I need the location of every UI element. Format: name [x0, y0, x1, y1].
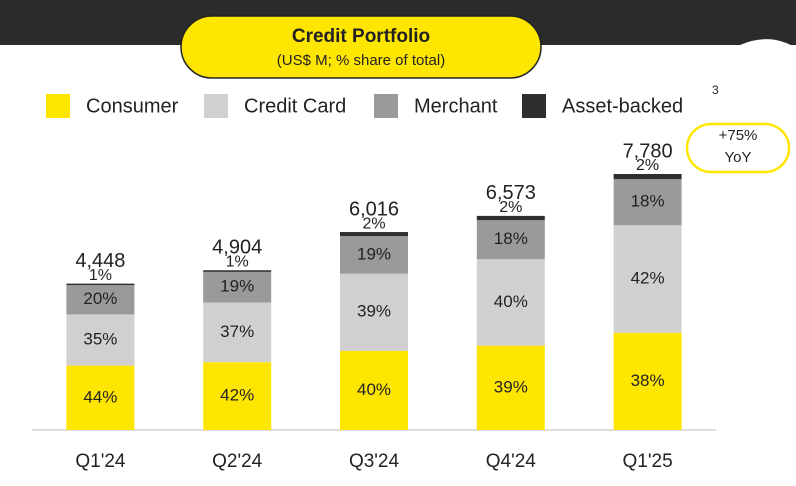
- bar-segment: [476, 220, 545, 260]
- title-pill: [180, 15, 542, 79]
- bar-segment: [613, 332, 682, 430]
- legend-label: Merchant: [414, 95, 498, 117]
- chart-title: Credit Portfolio: [292, 26, 430, 47]
- annotation: +75%: [719, 127, 758, 144]
- bar-segment: [340, 350, 408, 430]
- bar-segment: [203, 362, 272, 430]
- x-tick-label: Q1'25: [623, 451, 673, 472]
- bar-segment: [203, 302, 272, 363]
- data-label: 2%: [362, 215, 385, 232]
- x-tick-label: Q2'24: [212, 451, 263, 472]
- data-label: 39%: [494, 377, 528, 396]
- annotation-bubble: [685, 122, 791, 174]
- x-tick-label: Q1'24: [75, 451, 126, 472]
- bar-segment: [613, 179, 682, 226]
- legend-note: 3: [712, 83, 719, 97]
- bar-segment: [340, 273, 408, 351]
- data-label: 42%: [631, 268, 665, 287]
- bar-segment: [613, 174, 682, 180]
- bar-segment: [340, 232, 408, 237]
- data-label: 44%: [83, 387, 117, 406]
- data-label: 38%: [631, 371, 665, 390]
- data-label: 19%: [357, 244, 391, 263]
- legend-label: Credit Card: [244, 95, 346, 117]
- data-label: 1%: [89, 267, 112, 284]
- data-label: 39%: [357, 302, 391, 321]
- legend-swatch: [374, 94, 398, 118]
- data-label: 2%: [636, 157, 659, 174]
- bar-segment: [613, 225, 682, 333]
- bar-segment: [66, 365, 135, 430]
- data-label: 35%: [83, 329, 117, 348]
- total-label: 6,016: [349, 198, 399, 220]
- x-tick-label: Q3'24: [349, 451, 400, 472]
- data-label: 18%: [494, 229, 528, 248]
- data-label: 42%: [220, 386, 254, 405]
- bar-segment: [66, 314, 135, 366]
- legend-swatch: [46, 94, 70, 118]
- data-label: 20%: [83, 289, 117, 308]
- annotation: YoY: [725, 149, 752, 166]
- data-label: 40%: [494, 292, 528, 311]
- bar-segment: [203, 270, 272, 272]
- total-label: 7,780: [623, 140, 673, 162]
- total-label: 6,573: [486, 182, 536, 204]
- total-label: 4,448: [75, 250, 125, 272]
- data-label: 1%: [226, 253, 249, 270]
- legend-swatch: [522, 94, 546, 118]
- bar-segment: [203, 271, 272, 303]
- bar-segment: [340, 236, 408, 274]
- data-label: 37%: [220, 322, 254, 341]
- bar-segment: [476, 345, 545, 430]
- legend-label: Consumer: [86, 95, 179, 117]
- data-label: 2%: [499, 199, 522, 216]
- data-label: 18%: [631, 192, 665, 211]
- bar-segment: [476, 259, 545, 346]
- data-label: 19%: [220, 277, 254, 296]
- total-label: 4,904: [212, 237, 262, 259]
- x-tick-label: Q4'24: [486, 451, 537, 472]
- data-label: 40%: [357, 380, 391, 399]
- legend-swatch: [204, 94, 228, 118]
- chart-subtitle: (US$ M; % share of total): [277, 52, 445, 69]
- bar-segment: [66, 285, 135, 315]
- bar-segment: [476, 215, 545, 221]
- legend-label: Asset-backed: [562, 95, 683, 117]
- bar-segment: [66, 283, 135, 286]
